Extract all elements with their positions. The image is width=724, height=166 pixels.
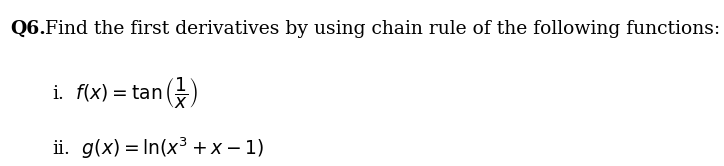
Text: Find the first derivatives by using chain rule of the following functions:: Find the first derivatives by using chai… bbox=[39, 20, 720, 38]
Text: i.  $f(x) = \tan\left(\dfrac{1}{x}\right)$: i. $f(x) = \tan\left(\dfrac{1}{x}\right)… bbox=[52, 76, 198, 110]
Text: ii.  $g(x) = \ln(x^3 + x - 1)$: ii. $g(x) = \ln(x^3 + x - 1)$ bbox=[52, 136, 265, 161]
Text: Q6.: Q6. bbox=[10, 20, 46, 38]
